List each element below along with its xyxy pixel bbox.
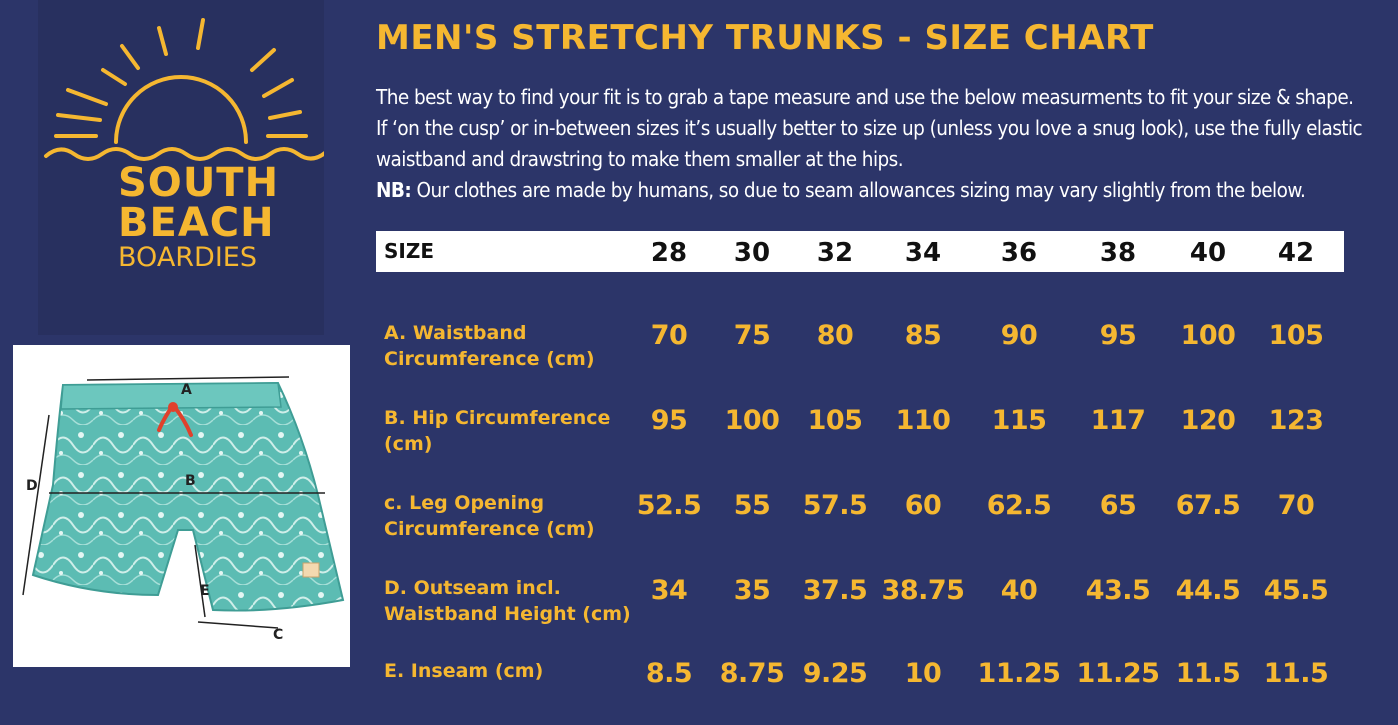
- size-header-2: 32: [816, 238, 854, 268]
- table-cell: 105: [807, 405, 863, 436]
- table-cell: 11.5: [1175, 658, 1241, 689]
- table-cell: 60: [904, 490, 942, 521]
- table-cell: 65: [1099, 490, 1137, 521]
- table-cell: 117: [1090, 405, 1146, 436]
- size-header-4: 36: [1000, 238, 1038, 268]
- table-cell: 35: [733, 575, 771, 606]
- table-cell: 11.5: [1263, 658, 1329, 689]
- row-label: D. Outseam incl. Waistband Height (cm): [384, 575, 634, 627]
- table-cell: 62.5: [986, 490, 1052, 521]
- row-label: A. Waistband Circumference (cm): [384, 320, 634, 372]
- note-label: NB:: [376, 178, 412, 202]
- table-cell: 40: [1000, 575, 1038, 606]
- brand-line-2: BEACH: [118, 200, 275, 246]
- brand-line-3: BOARDIES: [118, 242, 258, 273]
- size-header-bar: [376, 231, 1344, 272]
- table-cell: 37.5: [802, 575, 868, 606]
- row-label-line-1: E. Inseam (cm): [384, 660, 544, 682]
- trunks-measurement-photo: A B C D E: [13, 345, 350, 667]
- size-header-3: 34: [904, 238, 942, 268]
- row-label-line-1: D. Outseam incl.: [384, 577, 561, 599]
- table-cell: 75: [733, 320, 771, 351]
- trunks-measurement-photo-icon: [22, 376, 345, 629]
- table-cell: 95: [650, 405, 688, 436]
- table-cell: 8.75: [719, 658, 785, 689]
- row-label: E. Inseam (cm): [384, 658, 634, 684]
- table-cell: 80: [816, 320, 854, 351]
- table-cell: 120: [1180, 405, 1236, 436]
- table-cell: 44.5: [1175, 575, 1241, 606]
- brand-logo: SOUTH BEACH BOARDIES: [38, 0, 324, 335]
- size-header-7: 42: [1277, 238, 1315, 268]
- row-label-line-1: B. Hip Circumference: [384, 407, 611, 429]
- description-line-1: The best way to find your fit is to grab…: [376, 85, 1354, 109]
- size-header-6: 40: [1189, 238, 1227, 268]
- table-cell: 67.5: [1175, 490, 1241, 521]
- size-header-1: 30: [733, 238, 771, 268]
- size-header-label: SIZE: [384, 239, 435, 263]
- table-cell: 8.5: [645, 658, 693, 689]
- table-cell: 70: [650, 320, 688, 351]
- table-cell: 45.5: [1263, 575, 1329, 606]
- table-cell: 11.25: [977, 658, 1061, 689]
- row-label-line-1: c. Leg Opening: [384, 492, 545, 514]
- row-label-line-2: Waistband Height (cm): [384, 603, 631, 625]
- table-cell: 123: [1268, 405, 1324, 436]
- description-line-3: waistband and drawstring to make them sm…: [376, 147, 904, 171]
- row-label-line-1: A. Waistband: [384, 322, 527, 344]
- table-cell: 55: [733, 490, 771, 521]
- row-label-line-2: Circumference (cm): [384, 518, 595, 540]
- brand-line-1: SOUTH: [118, 160, 280, 206]
- dimension-label-a: A: [181, 382, 192, 398]
- description-note: NB: Our clothes are made by humans, so d…: [376, 175, 1391, 206]
- table-cell: 9.25: [802, 658, 868, 689]
- table-cell: 34: [650, 575, 688, 606]
- table-cell: 115: [991, 405, 1047, 436]
- table-cell: 95: [1099, 320, 1137, 351]
- row-label-line-2: (cm): [384, 433, 433, 455]
- table-cell: 85: [904, 320, 942, 351]
- table-cell: 10: [904, 658, 942, 689]
- dimension-label-e: E: [200, 583, 210, 599]
- size-header-5: 38: [1099, 238, 1137, 268]
- table-cell: 43.5: [1085, 575, 1151, 606]
- table-cell: 100: [1180, 320, 1236, 351]
- table-cell: 110: [895, 405, 951, 436]
- table-cell: 105: [1268, 320, 1324, 351]
- table-cell: 57.5: [802, 490, 868, 521]
- sunrise-over-waves-icon: [44, 18, 324, 161]
- table-cell: 90: [1000, 320, 1038, 351]
- table-cell: 70: [1277, 490, 1315, 521]
- description: The best way to find your fit is to grab…: [376, 82, 1391, 206]
- note-text: Our clothes are made by humans, so due t…: [411, 178, 1306, 202]
- table-cell: 11.25: [1076, 658, 1160, 689]
- row-label: B. Hip Circumference (cm): [384, 405, 634, 457]
- page-title: MEN'S STRETCHY TRUNKS - SIZE CHART: [376, 18, 1154, 58]
- size-header-0: 28: [650, 238, 688, 268]
- dimension-label-b: B: [185, 473, 196, 489]
- dimension-label-d: D: [26, 478, 38, 494]
- dimension-label-c: C: [273, 627, 284, 643]
- table-cell: 38.75: [881, 575, 965, 606]
- row-label-line-2: Circumference (cm): [384, 348, 595, 370]
- row-label: c. Leg Opening Circumference (cm): [384, 490, 634, 542]
- description-line-2: If ‘on the cusp’ or in-between sizes it’…: [376, 116, 1363, 140]
- table-cell: 100: [724, 405, 780, 436]
- table-cell: 52.5: [636, 490, 702, 521]
